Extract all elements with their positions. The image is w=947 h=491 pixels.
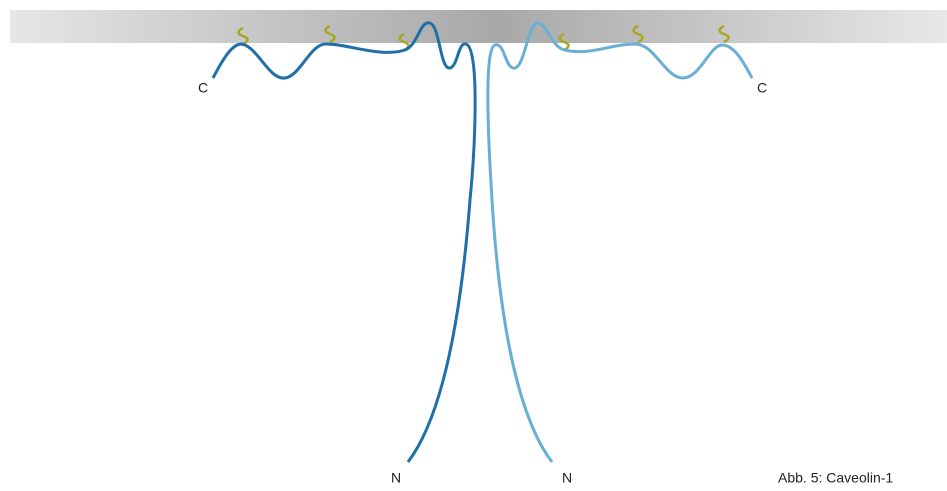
caveolin-chain-dark — [211, 21, 477, 463]
caveolin-chain-light — [486, 21, 754, 463]
lipid-anchors — [237, 24, 730, 52]
n-terminus-label: N — [391, 470, 401, 486]
lipid-anchor — [632, 24, 644, 44]
n-terminus-label: N — [562, 470, 572, 486]
c-terminus-label: C — [198, 80, 208, 96]
membrane — [10, 10, 947, 43]
c-terminus-label: C — [757, 80, 767, 96]
lipid-anchor — [237, 26, 249, 46]
lipid-anchor — [718, 24, 730, 44]
lipid-anchor — [324, 24, 336, 44]
lipid-anchor — [558, 32, 570, 52]
caption: Abb. 5: Caveolin-1 — [778, 470, 893, 486]
